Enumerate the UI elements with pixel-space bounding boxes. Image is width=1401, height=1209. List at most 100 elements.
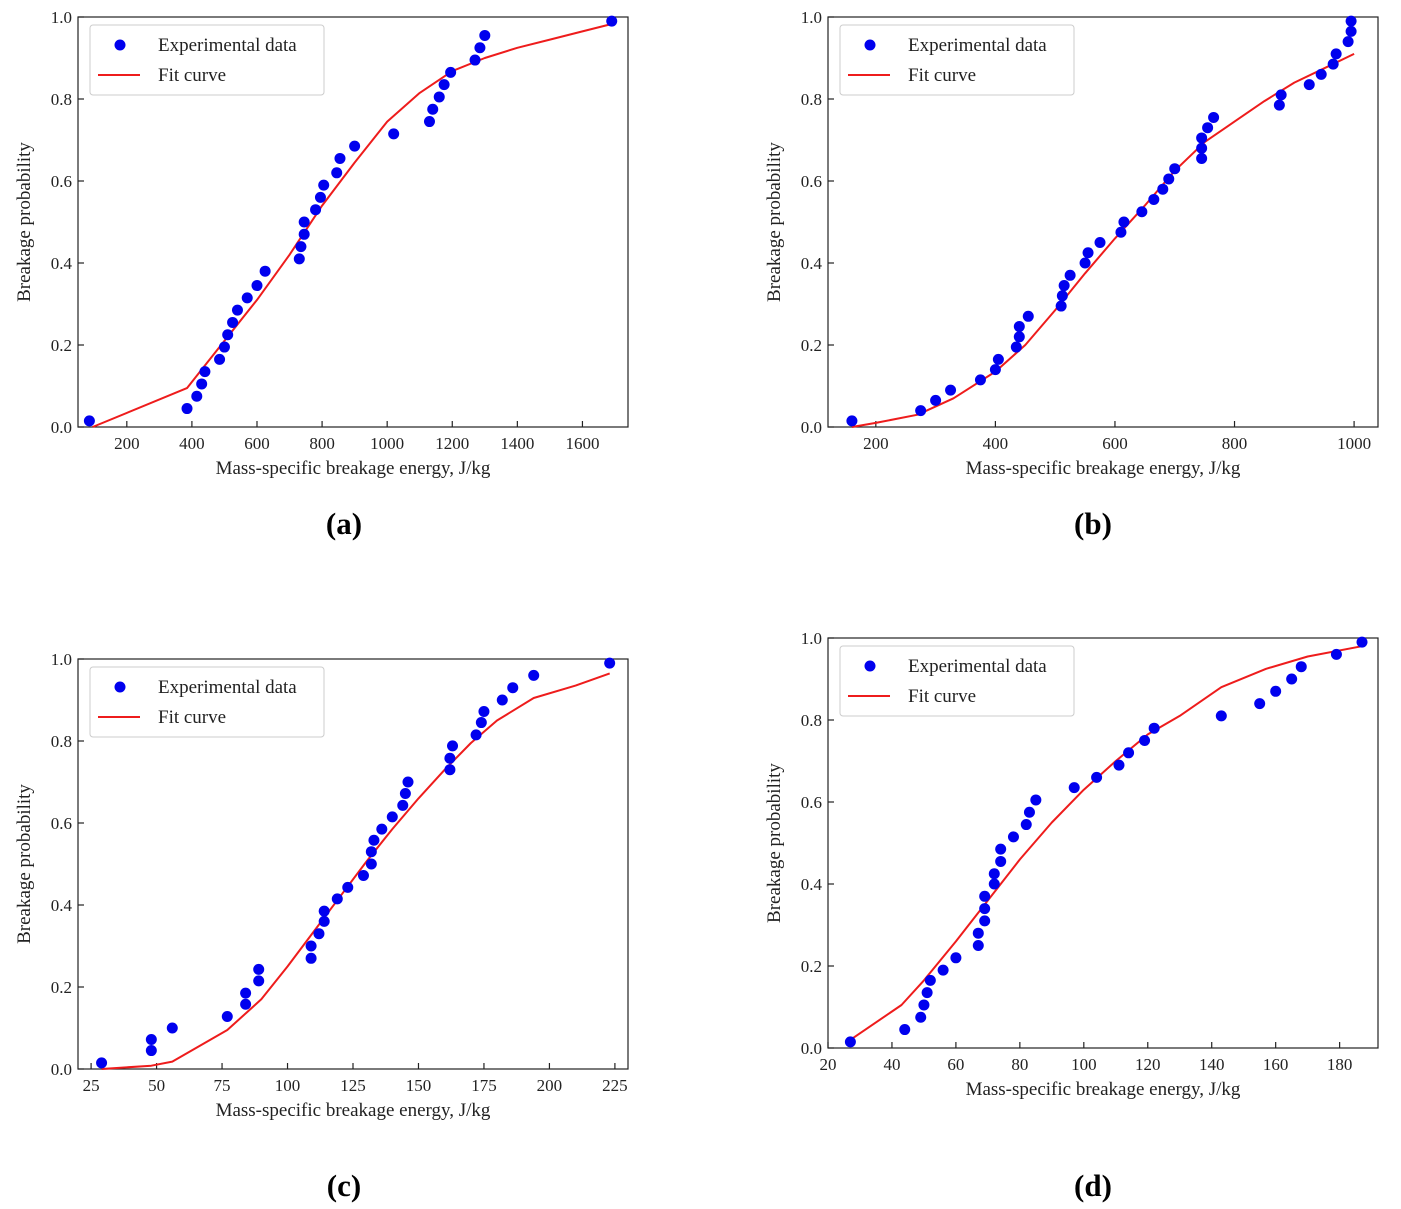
data-point xyxy=(899,1024,911,1036)
legend: Experimental data Fit curve xyxy=(839,24,1075,96)
plot-frame xyxy=(827,637,1379,1049)
x-tick-label: 600 xyxy=(244,434,270,453)
legend-marker-experimental xyxy=(114,681,126,693)
chart-panel-c: 25 50 75 100 125 150 175 200 225 0.0 0.2 0.4 0.6 0.8 1… xyxy=(14,650,629,1121)
x-tick-label: 50 xyxy=(148,1076,165,1095)
data-point xyxy=(1196,142,1208,154)
data-point xyxy=(318,915,330,927)
data-point xyxy=(844,1036,856,1048)
data-point xyxy=(1115,226,1127,238)
data-point xyxy=(1215,710,1227,722)
data-point xyxy=(402,776,414,788)
data-point xyxy=(1118,216,1130,228)
data-point xyxy=(181,403,193,415)
data-point xyxy=(972,940,984,951)
data-point xyxy=(995,843,1007,855)
data-point xyxy=(342,881,354,893)
y-tick-label: 0.8 xyxy=(51,90,72,109)
fit-curve-line xyxy=(101,672,611,1070)
y-tick-label: 1.0 xyxy=(51,650,72,669)
data-point xyxy=(305,952,317,964)
data-point xyxy=(1055,300,1067,312)
data-point xyxy=(924,974,936,986)
data-point xyxy=(444,764,456,776)
data-point xyxy=(196,378,208,390)
data-point xyxy=(221,1011,233,1023)
data-point xyxy=(166,1022,178,1034)
data-point xyxy=(318,905,330,917)
data-point xyxy=(1157,183,1169,195)
data-point xyxy=(1315,68,1327,80)
data-point xyxy=(433,91,445,103)
data-point xyxy=(214,353,226,365)
data-point xyxy=(478,705,490,717)
y-axis-label: Breakage probability xyxy=(14,784,35,944)
x-tick-label: 100 xyxy=(275,1076,301,1095)
legend: Experimental data Fit curve xyxy=(89,666,325,738)
y-tick-label: 1.0 xyxy=(801,8,822,27)
legend-label-fit: Fit curve xyxy=(158,65,226,86)
y-tick-label: 0.8 xyxy=(801,90,822,109)
legend-box xyxy=(839,24,1075,96)
data-point xyxy=(427,103,439,115)
data-point xyxy=(1010,341,1022,353)
data-point xyxy=(1286,673,1298,685)
x-tick-label: 400 xyxy=(179,434,205,453)
x-tick-label: 140 xyxy=(1199,1055,1225,1074)
data-point xyxy=(1123,747,1135,759)
data-point xyxy=(1254,698,1266,710)
data-point xyxy=(310,204,322,216)
data-point xyxy=(945,384,957,396)
data-point xyxy=(447,740,459,752)
data-point xyxy=(253,975,265,987)
panel-label-b: (b) xyxy=(1074,506,1112,541)
data-point xyxy=(604,657,616,669)
y-tick-label: 0.6 xyxy=(801,172,822,191)
data-point xyxy=(357,869,369,881)
data-point xyxy=(240,987,252,999)
data-point xyxy=(992,353,1004,365)
y-tick-label: 0.6 xyxy=(801,793,822,812)
x-tick-label: 200 xyxy=(863,434,889,453)
data-point xyxy=(96,1057,108,1069)
data-point xyxy=(293,253,305,265)
data-point xyxy=(1342,36,1354,48)
y-tick-label: 0.0 xyxy=(51,1060,72,1079)
y-axis-label: Breakage probability xyxy=(764,763,785,923)
data-point xyxy=(1091,771,1103,783)
data-point xyxy=(1079,257,1091,269)
data-point xyxy=(989,364,1001,376)
x-tick-label: 40 xyxy=(883,1055,900,1074)
x-axis-label: Mass-specific breakage energy, J/kg xyxy=(216,1100,491,1121)
legend-box xyxy=(89,666,325,738)
data-point xyxy=(1148,193,1160,205)
data-point xyxy=(365,846,377,858)
data-point xyxy=(295,241,307,253)
data-point xyxy=(972,927,984,939)
y-tick-label: 0.4 xyxy=(51,896,73,915)
y-tick-label: 0.4 xyxy=(801,875,823,894)
data-point xyxy=(1196,132,1208,144)
x-tick-label: 175 xyxy=(471,1076,497,1095)
data-point xyxy=(1082,247,1094,259)
data-point xyxy=(1202,122,1214,134)
data-point xyxy=(479,29,491,41)
data-point xyxy=(1345,15,1357,27)
data-point xyxy=(145,1045,157,1057)
data-point xyxy=(1020,819,1032,831)
x-axis-label: Mass-specific breakage energy, J/kg xyxy=(966,458,1241,479)
legend-label-fit: Fit curve xyxy=(158,707,226,728)
data-point xyxy=(1208,111,1220,123)
data-point xyxy=(191,390,203,402)
x-tick-label: 1400 xyxy=(500,434,534,453)
x-tick-label: 600 xyxy=(1102,434,1128,453)
x-tick-label: 800 xyxy=(309,434,335,453)
panel-label-d: (d) xyxy=(1074,1168,1112,1203)
data-point xyxy=(1275,89,1287,101)
legend-label-fit: Fit curve xyxy=(908,686,976,707)
data-point xyxy=(1196,152,1208,164)
y-tick-label: 0.0 xyxy=(51,418,72,437)
legend: Experimental data Fit curve xyxy=(89,24,325,96)
data-point xyxy=(1330,48,1342,60)
